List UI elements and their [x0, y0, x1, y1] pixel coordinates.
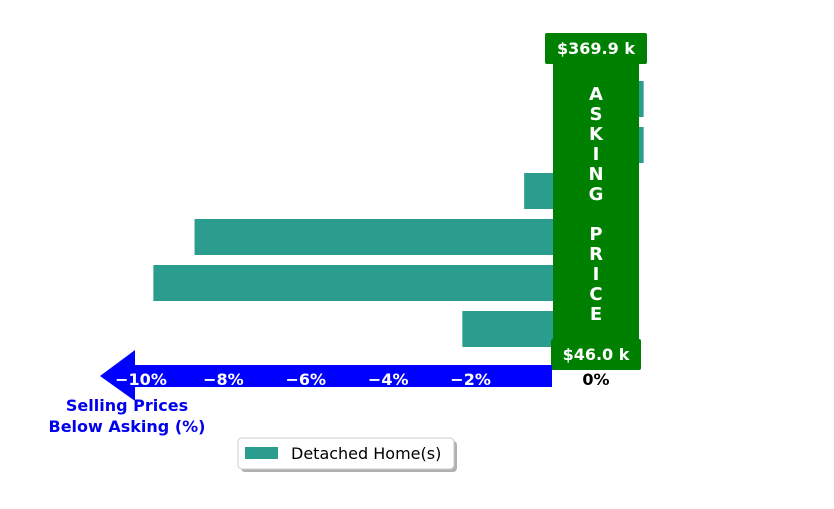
x-tick-label: −6%: [286, 370, 327, 389]
x-tick-labels: −10% −8% −6% −4% −2% 0%: [115, 370, 609, 389]
price-high-label: $369.9 k: [557, 39, 635, 58]
asking-letter: C: [589, 284, 602, 305]
axis-label-line-1: Selling Prices: [66, 396, 188, 415]
x-tick-label: 0%: [582, 370, 609, 389]
asking-letter: S: [590, 104, 603, 125]
asking-letter: K: [589, 124, 604, 145]
asking-letter: N: [588, 164, 603, 185]
asking-letter: A: [589, 84, 603, 105]
bar-5: [153, 265, 554, 301]
asking-letter: P: [589, 224, 602, 245]
legend-swatch: [245, 447, 278, 459]
price-low-label: $46.0 k: [563, 345, 630, 364]
asking-letter: E: [590, 304, 602, 325]
bar-4: [194, 219, 553, 255]
asking-letter: I: [593, 144, 600, 165]
x-tick-label: −4%: [368, 370, 409, 389]
x-tick-label: −8%: [203, 370, 244, 389]
x-tick-label: −2%: [450, 370, 491, 389]
price-low-badge: [551, 339, 641, 370]
axis-label-line-2: Below Asking (%): [49, 417, 206, 436]
legend-box: [237, 437, 455, 470]
asking-letter: G: [589, 184, 604, 205]
price-high-badge: [545, 33, 647, 64]
axis-arrow: [100, 350, 552, 401]
asking-letter: I: [593, 264, 600, 285]
bar-6: [462, 311, 553, 347]
asking-letter: R: [589, 244, 603, 265]
legend-label: Detached Home(s): [291, 444, 441, 463]
asking-price-column: [553, 62, 639, 352]
bar-3: [524, 173, 553, 209]
x-tick-label: −10%: [115, 370, 167, 389]
